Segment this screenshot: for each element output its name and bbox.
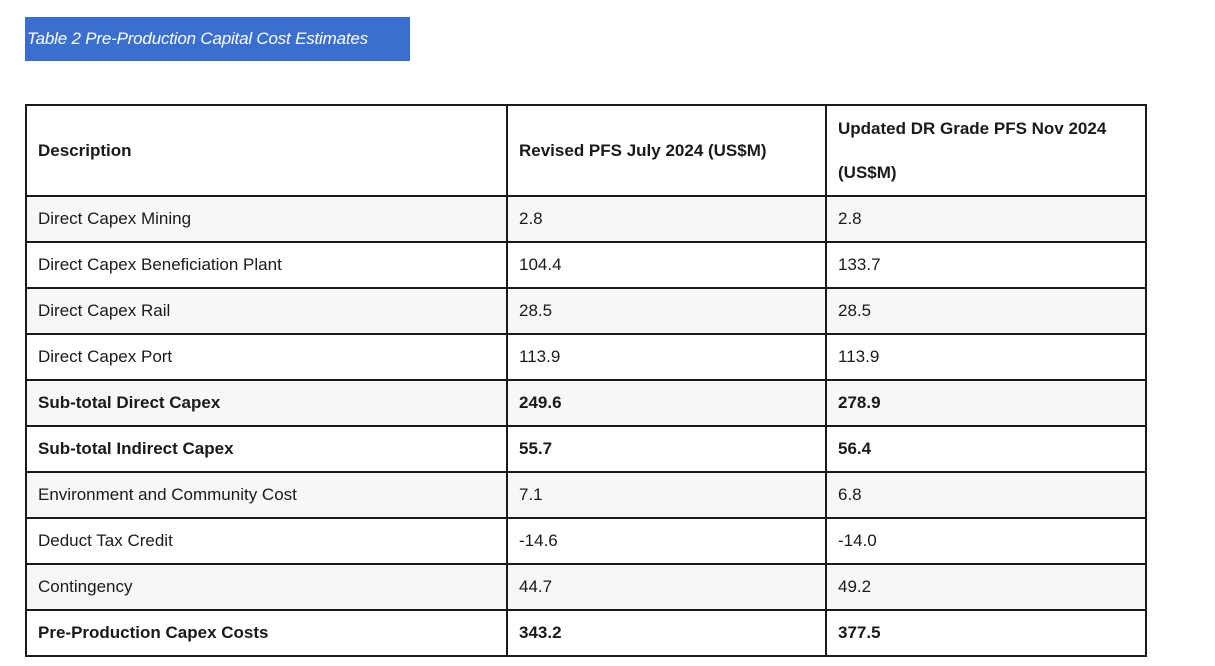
capex-table: Description Revised PFS July 2024 (US$M)… [25,104,1147,657]
table-row: Deduct Tax Credit -14.6 -14.0 [25,517,1147,565]
cell-description: Deduct Tax Credit [25,517,508,565]
column-header-updated-pfs: Updated DR Grade PFS Nov 2024 (US$M) [825,104,1147,197]
table-row: Direct Capex Rail 28.5 28.5 [25,287,1147,335]
column-header-revised-pfs: Revised PFS July 2024 (US$M) [506,104,827,197]
cell-revised-value: 113.9 [506,333,827,381]
cell-updated-value: 56.4 [825,425,1147,473]
cell-updated-value: 6.8 [825,471,1147,519]
cell-description: Direct Capex Rail [25,287,508,335]
cell-description: Sub-total Indirect Capex [25,425,508,473]
cell-revised-value: -14.6 [506,517,827,565]
table-row: Direct Capex Mining 2.8 2.8 [25,195,1147,243]
cell-updated-value: 278.9 [825,379,1147,427]
table-row: Direct Capex Beneficiation Plant 104.4 133… [25,241,1147,289]
cell-updated-value: 49.2 [825,563,1147,611]
cell-revised-value: 44.7 [506,563,827,611]
table-header-row: Description Revised PFS July 2024 (US$M)… [25,104,1147,197]
table-row: Direct Capex Port 113.9 113.9 [25,333,1147,381]
cell-revised-value: 2.8 [506,195,827,243]
cell-revised-value: 104.4 [506,241,827,289]
cell-description: Sub-total Direct Capex [25,379,508,427]
cell-updated-value: 113.9 [825,333,1147,381]
table-row: Environment and Community Cost 7.1 6.8 [25,471,1147,519]
cell-updated-value: 133.7 [825,241,1147,289]
cell-updated-value: -14.0 [825,517,1147,565]
cell-updated-value: 377.5 [825,609,1147,657]
table-row: Sub-total Indirect Capex 55.7 56.4 [25,425,1147,473]
cell-description: Direct Capex Port [25,333,508,381]
cell-description: Environment and Community Cost [25,471,508,519]
table-row: Contingency 44.7 49.2 [25,563,1147,611]
column-header-description: Description [25,104,508,197]
table-row: Sub-total Direct Capex 249.6 278.9 [25,379,1147,427]
cell-updated-value: 28.5 [825,287,1147,335]
table-body: Direct Capex Mining 2.8 2.8 Direct Capex Be… [25,195,1147,657]
cell-revised-value: 343.2 [506,609,827,657]
table-caption: Table 2 Pre-Production Capital Cost Esti… [25,17,410,61]
cell-revised-value: 55.7 [506,425,827,473]
cell-description: Pre-Production Capex Costs [25,609,508,657]
cell-description: Contingency [25,563,508,611]
cell-updated-value: 2.8 [825,195,1147,243]
cell-description: Direct Capex Beneficiation Plant [25,241,508,289]
cell-revised-value: 249.6 [506,379,827,427]
cell-revised-value: 28.5 [506,287,827,335]
cell-revised-value: 7.1 [506,471,827,519]
cell-description: Direct Capex Mining [25,195,508,243]
table-row: Pre-Production Capex Costs 343.2 377.5 [25,609,1147,657]
